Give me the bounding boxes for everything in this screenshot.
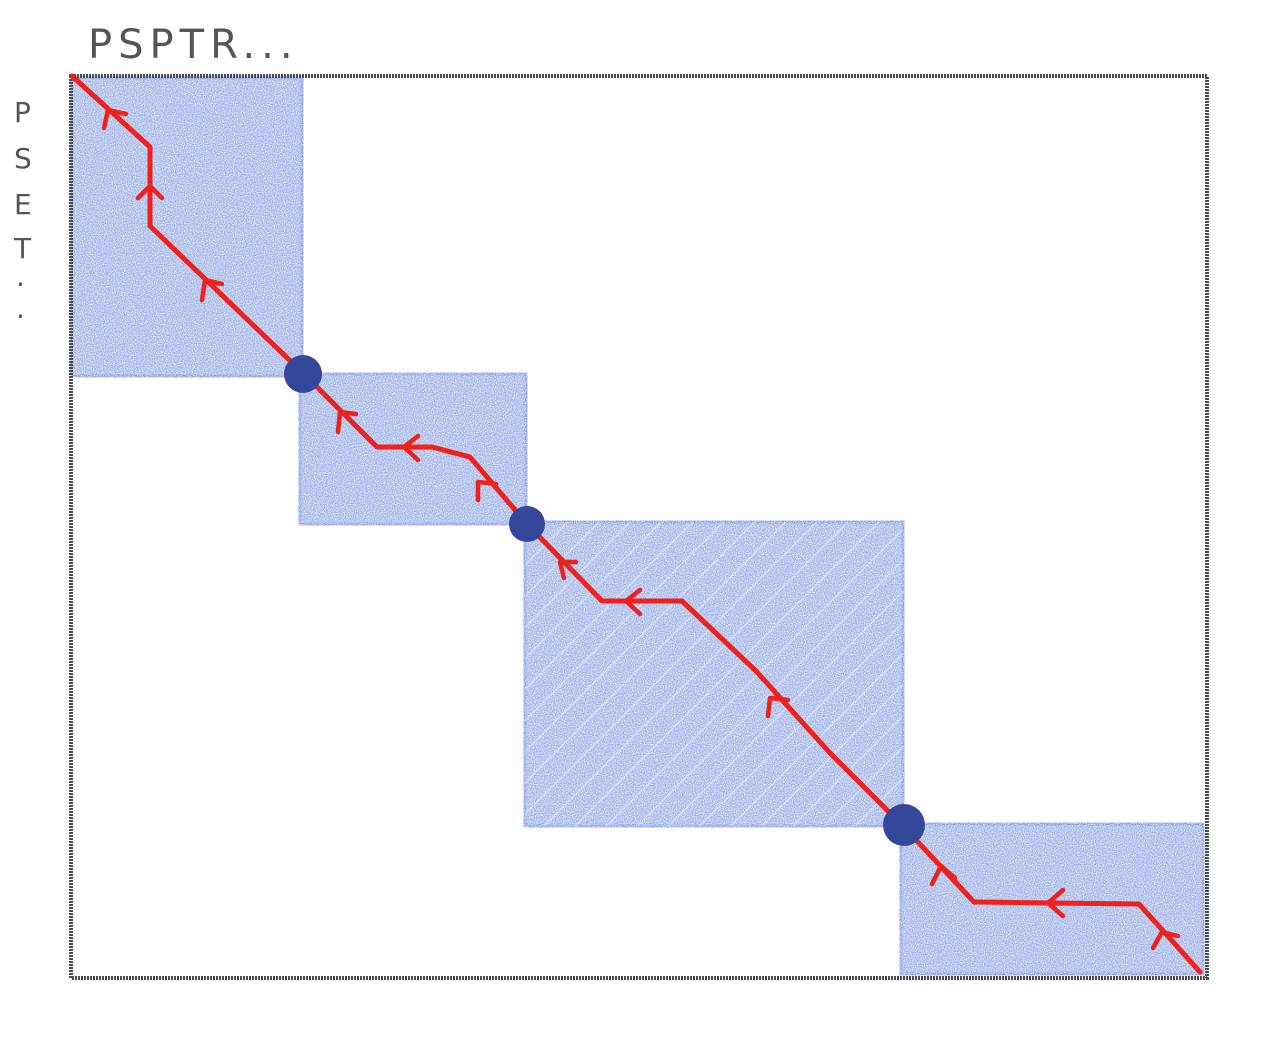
path-arrow-head bbox=[101, 107, 129, 131]
left-label-letter: . bbox=[16, 260, 31, 293]
left-label-letter: E bbox=[14, 188, 38, 221]
left-label: P S E T . . bbox=[13, 96, 38, 325]
path-arrow-head bbox=[557, 559, 579, 581]
left-label-letter: . bbox=[16, 292, 31, 325]
path-arrow-head bbox=[765, 695, 791, 719]
top-label: PSPTR... bbox=[88, 22, 299, 68]
path-arrow-head bbox=[199, 277, 225, 303]
path-arrow-head bbox=[1045, 887, 1066, 919]
path-arrow-head bbox=[1150, 929, 1181, 951]
path-arrow-head bbox=[135, 183, 165, 201]
traceback-path bbox=[69, 73, 1203, 975]
block-1 bbox=[70, 76, 304, 378]
breakpoints bbox=[284, 355, 925, 846]
block-2 bbox=[298, 372, 528, 526]
left-label-letter: P bbox=[14, 96, 37, 129]
path-arrow-head bbox=[623, 587, 643, 617]
path-arrow-head bbox=[929, 863, 958, 887]
path-line bbox=[69, 73, 1203, 975]
path-arrow-head bbox=[401, 433, 421, 463]
breakpoint-dot bbox=[509, 506, 545, 542]
block-3-hatching bbox=[525, 522, 903, 826]
breakpoint-dot bbox=[883, 804, 925, 846]
left-label-letter: S bbox=[14, 142, 38, 175]
left-label-letter: T bbox=[13, 232, 37, 265]
breakpoint-dot bbox=[284, 355, 322, 393]
path-arrow-head bbox=[335, 409, 359, 435]
diagonal-blocks bbox=[70, 76, 1205, 976]
matrix-frame bbox=[69, 74, 1209, 980]
path-arrow-head bbox=[475, 479, 499, 503]
